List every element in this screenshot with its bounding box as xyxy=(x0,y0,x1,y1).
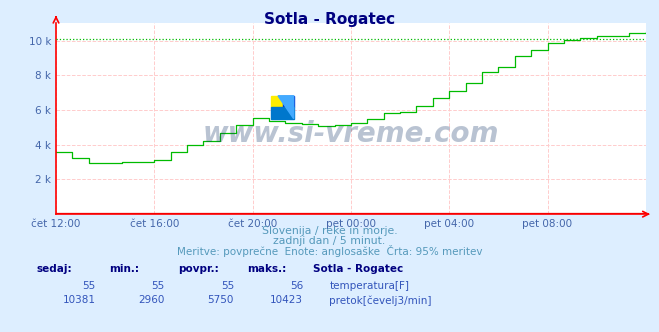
Text: www.si-vreme.com: www.si-vreme.com xyxy=(203,120,499,148)
Text: Sotla - Rogatec: Sotla - Rogatec xyxy=(264,12,395,27)
Text: 56: 56 xyxy=(290,281,303,290)
Text: Meritve: povprečne  Enote: anglosaške  Črta: 95% meritev: Meritve: povprečne Enote: anglosaške Črt… xyxy=(177,245,482,257)
Polygon shape xyxy=(278,96,294,119)
Text: 2960: 2960 xyxy=(138,295,165,305)
Bar xyxy=(283,96,294,107)
Text: min.:: min.: xyxy=(109,264,139,274)
Text: maks.:: maks.: xyxy=(247,264,287,274)
Text: 10381: 10381 xyxy=(63,295,96,305)
Bar xyxy=(272,96,283,107)
Text: 55: 55 xyxy=(82,281,96,290)
Text: Slovenija / reke in morje.: Slovenija / reke in morje. xyxy=(262,226,397,236)
Text: 55: 55 xyxy=(152,281,165,290)
Text: sedaj:: sedaj: xyxy=(36,264,72,274)
Text: pretok[čevelj3/min]: pretok[čevelj3/min] xyxy=(330,295,432,306)
Text: povpr.:: povpr.: xyxy=(178,264,219,274)
Text: Sotla - Rogatec: Sotla - Rogatec xyxy=(313,264,403,274)
Text: 10423: 10423 xyxy=(270,295,303,305)
Text: 5750: 5750 xyxy=(208,295,234,305)
Text: temperatura[F]: temperatura[F] xyxy=(330,281,409,290)
Text: 55: 55 xyxy=(221,281,234,290)
Text: zadnji dan / 5 minut.: zadnji dan / 5 minut. xyxy=(273,236,386,246)
Bar xyxy=(272,107,294,119)
